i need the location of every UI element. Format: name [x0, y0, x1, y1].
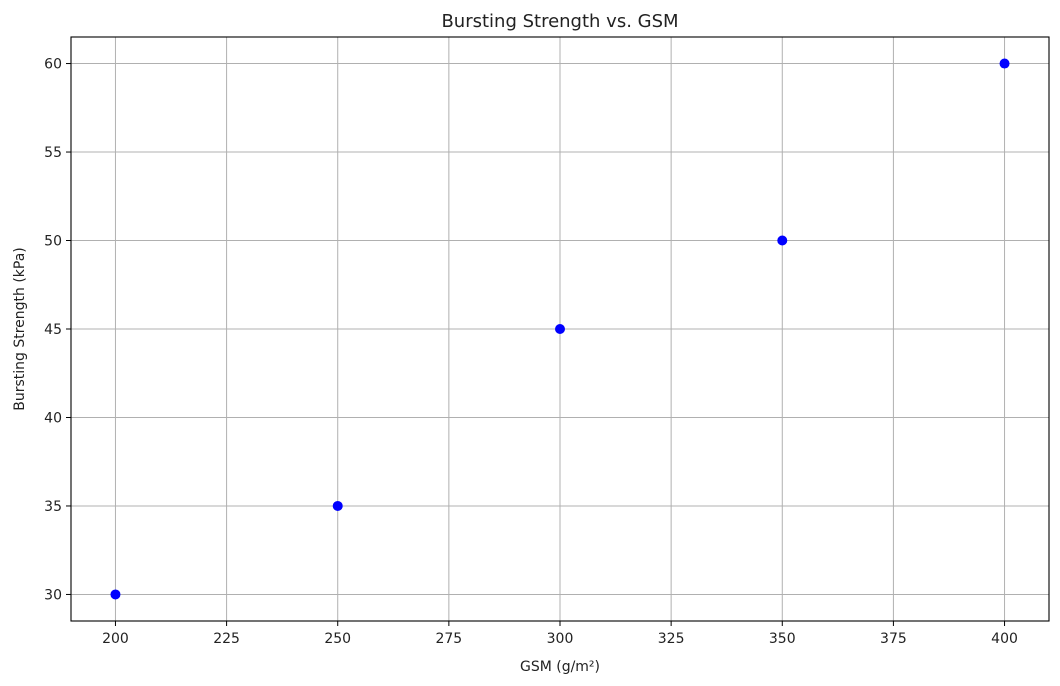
x-tick-label: 275 [435, 631, 462, 647]
x-tick-label: 375 [880, 631, 907, 647]
x-tick-label: 300 [547, 631, 574, 647]
y-tick-label: 60 [44, 57, 62, 73]
y-tick-label: 35 [44, 499, 62, 515]
y-tick-label: 45 [44, 322, 62, 338]
y-tick-label: 30 [44, 587, 62, 603]
x-tick-label: 225 [213, 631, 240, 647]
x-tick-label: 350 [769, 631, 796, 647]
x-tick-label: 200 [102, 631, 129, 647]
x-tick-label: 400 [991, 631, 1018, 647]
points-layer [110, 58, 1010, 600]
data-point [332, 500, 343, 511]
y-tick-label: 40 [44, 410, 62, 426]
x-axis-label: GSM (g/m²) [520, 659, 600, 675]
data-point [777, 235, 788, 246]
x-tick-label: 250 [324, 631, 351, 647]
data-point [999, 58, 1010, 69]
y-tick-label: 55 [44, 145, 62, 161]
x-tick-label: 325 [658, 631, 685, 647]
y-axis-label: Bursting Strength (kPa) [12, 247, 28, 411]
data-point [555, 324, 565, 334]
ticks-layer: 200 225 250 275 300 325 350 375 400 30 35 40 45 50 55 6… [44, 57, 1018, 647]
data-point [110, 589, 121, 600]
y-tick-label: 50 [44, 234, 62, 250]
chart-title: Bursting Strength vs. GSM [441, 11, 678, 32]
